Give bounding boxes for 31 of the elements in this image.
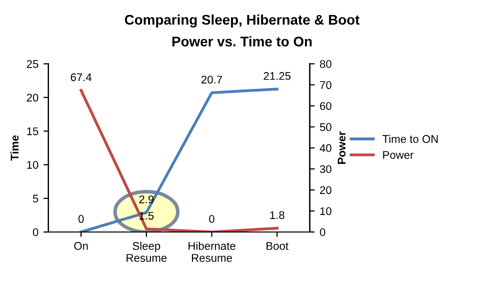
y-tick-label: 5 <box>32 194 38 202</box>
y-tick-label: 20 <box>26 94 38 102</box>
data-label: 0 <box>78 214 84 223</box>
y2-tick-label: 60 <box>320 102 332 110</box>
y2-tick-label: 10 <box>320 207 332 216</box>
legend-label: Power <box>383 151 414 159</box>
x-tick-label: Boot <box>266 242 288 250</box>
y2-tick-label: 30 <box>320 165 332 174</box>
y2-tick-label: 0 <box>320 228 326 236</box>
y2-tick-label: 70 <box>320 81 332 89</box>
x-tick-label: Sleep Resume <box>126 242 167 262</box>
chart-subtitle: Power vs. Time to On <box>172 36 312 46</box>
y-tick-label: 25 <box>26 60 38 68</box>
y2-tick-label: 20 <box>320 186 332 194</box>
data-label: 67.4 <box>70 73 92 82</box>
y-tick-label: 0 <box>32 228 38 236</box>
y-tick-label: 10 <box>27 160 38 169</box>
y-tick-label: 15 <box>27 127 38 136</box>
legend-label: Time to ON <box>382 134 438 143</box>
data-label: 20.7 <box>201 76 222 84</box>
x-tick-label: Hibernate Resume <box>188 242 236 262</box>
y2-tick-label: 50 <box>320 123 332 132</box>
y2-tick-label: 40 <box>320 144 332 152</box>
data-label: 0 <box>209 214 214 223</box>
x-tick-label: On <box>74 242 88 250</box>
data-label: 21.25 <box>264 72 291 80</box>
data-label: 1.8 <box>270 211 284 220</box>
y2-axis-title: Power <box>338 131 346 164</box>
y2-tick-label: 80 <box>320 60 332 68</box>
chart-title: Comparing Sleep, Hibernate & Boot <box>124 14 360 28</box>
y-axis-title: Time <box>10 135 19 161</box>
